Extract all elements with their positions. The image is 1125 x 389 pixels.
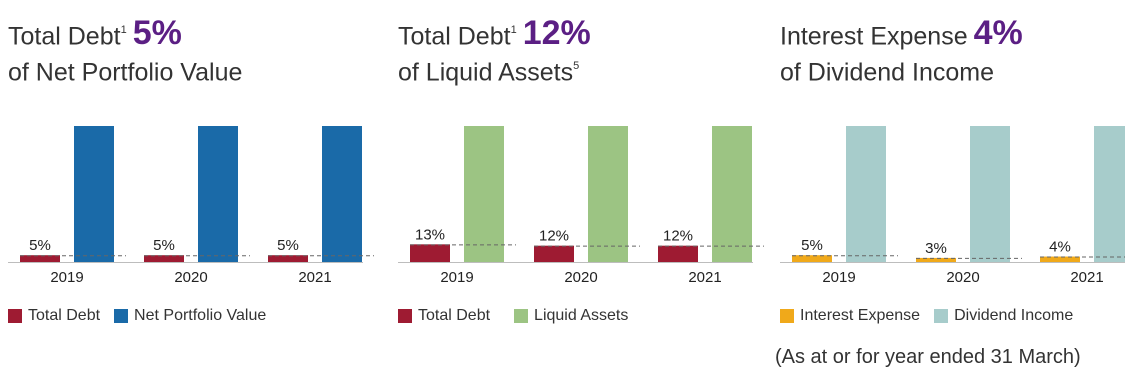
title-line2-superscript: 5 [573, 60, 579, 72]
bar-interest-expense [1040, 257, 1080, 262]
legend-label: Interest Expense [800, 307, 920, 325]
category-label: 2019 [822, 269, 855, 286]
legend-item-total-debt: Total Debt [8, 307, 100, 325]
data-label: 12% [539, 228, 569, 245]
title-prefix: Total Debt [8, 22, 121, 50]
chart-title: Total Debt1 12% of Liquid Assets5 [398, 16, 591, 89]
bar-interest-expense [792, 255, 832, 262]
bar-net-portfolio-value [322, 126, 362, 262]
bar-total-debt [20, 255, 60, 262]
bar-total-debt [410, 244, 450, 262]
category-label: 2021 [688, 269, 721, 286]
bar-dividend-income [1094, 126, 1125, 262]
legend-label: Total Debt [28, 307, 100, 325]
data-label: 5% [277, 237, 299, 254]
footnote: (As at or for year ended 31 March) [775, 346, 1081, 369]
data-label: 13% [415, 226, 445, 243]
bar-total-debt [268, 255, 308, 262]
category-label: 2020 [946, 269, 979, 286]
bar-dividend-income [970, 126, 1010, 262]
chart-title: Interest Expense 4% of Dividend Income [780, 16, 1023, 89]
title-line2: of Net Portfolio Value [8, 59, 242, 87]
category-label: 2020 [564, 269, 597, 286]
data-label: 4% [1049, 239, 1071, 256]
category-label: 2019 [440, 269, 473, 286]
bar-chart: 5% 2019 5% 2020 5% 2021 [8, 118, 363, 298]
legend-label: Total Debt [418, 307, 490, 325]
legend-swatch [780, 309, 794, 323]
category-label: 2019 [50, 269, 83, 286]
legend-swatch [514, 309, 528, 323]
legend-label: Liquid Assets [534, 307, 628, 325]
data-label: 3% [925, 240, 947, 257]
title-highlight-value: 5% [133, 14, 182, 52]
legend-item-dividend-income: Dividend Income [934, 307, 1073, 325]
bar-total-debt [658, 246, 698, 262]
bar-total-debt [534, 246, 574, 262]
title-superscript: 1 [511, 24, 517, 36]
category-label: 2021 [298, 269, 331, 286]
chart-panel-1: Total Debt1 5% of Net Portfolio Value 5% 2… [8, 0, 368, 389]
bar-liquid-assets [464, 126, 504, 262]
title-highlight-value: 12% [523, 14, 591, 52]
chart-legend: Total Debt Liquid Assets [398, 307, 642, 325]
chart-legend: Total Debt Net Portfolio Value [8, 307, 280, 325]
bar-net-portfolio-value [198, 126, 238, 262]
title-line2: of Dividend Income [780, 59, 994, 87]
bar-chart: 13% 2019 12% 2020 12% 2021 [398, 118, 753, 298]
title-prefix: Interest Expense [780, 22, 968, 50]
data-label: 5% [29, 237, 51, 254]
legend-item-net-portfolio-value: Net Portfolio Value [114, 307, 266, 325]
legend-label: Net Portfolio Value [134, 307, 266, 325]
bar-dividend-income [846, 126, 886, 262]
legend-item-interest-expense: Interest Expense [780, 307, 920, 325]
legend-swatch [934, 309, 948, 323]
title-prefix: Total Debt [398, 22, 511, 50]
title-line2: of Liquid Assets [398, 59, 573, 87]
category-label: 2021 [1070, 269, 1103, 286]
data-label: 12% [663, 228, 693, 245]
bar-liquid-assets [588, 126, 628, 262]
chart-panel-3: Interest Expense 4% of Dividend Income 5%… [780, 0, 1125, 389]
chart-legend: Interest Expense Dividend Income [780, 307, 1087, 325]
legend-swatch [398, 309, 412, 323]
category-label: 2020 [174, 269, 207, 286]
legend-swatch [8, 309, 22, 323]
legend-label: Dividend Income [954, 307, 1073, 325]
chart-title: Total Debt1 5% of Net Portfolio Value [8, 16, 242, 89]
bar-liquid-assets [712, 126, 752, 262]
data-label: 5% [801, 237, 823, 254]
bar-net-portfolio-value [74, 126, 114, 262]
data-label: 5% [153, 237, 175, 254]
bar-interest-expense [916, 258, 956, 262]
legend-item-liquid-assets: Liquid Assets [514, 307, 628, 325]
legend-item-total-debt: Total Debt [398, 307, 490, 325]
title-highlight-value: 4% [974, 14, 1023, 52]
bar-chart: 5% 2019 3% 2020 4% 2021 [780, 118, 1125, 298]
title-superscript: 1 [121, 24, 127, 36]
legend-swatch [114, 309, 128, 323]
bar-total-debt [144, 255, 184, 262]
chart-panel-2: Total Debt1 12% of Liquid Assets5 13% 2019… [398, 0, 758, 389]
